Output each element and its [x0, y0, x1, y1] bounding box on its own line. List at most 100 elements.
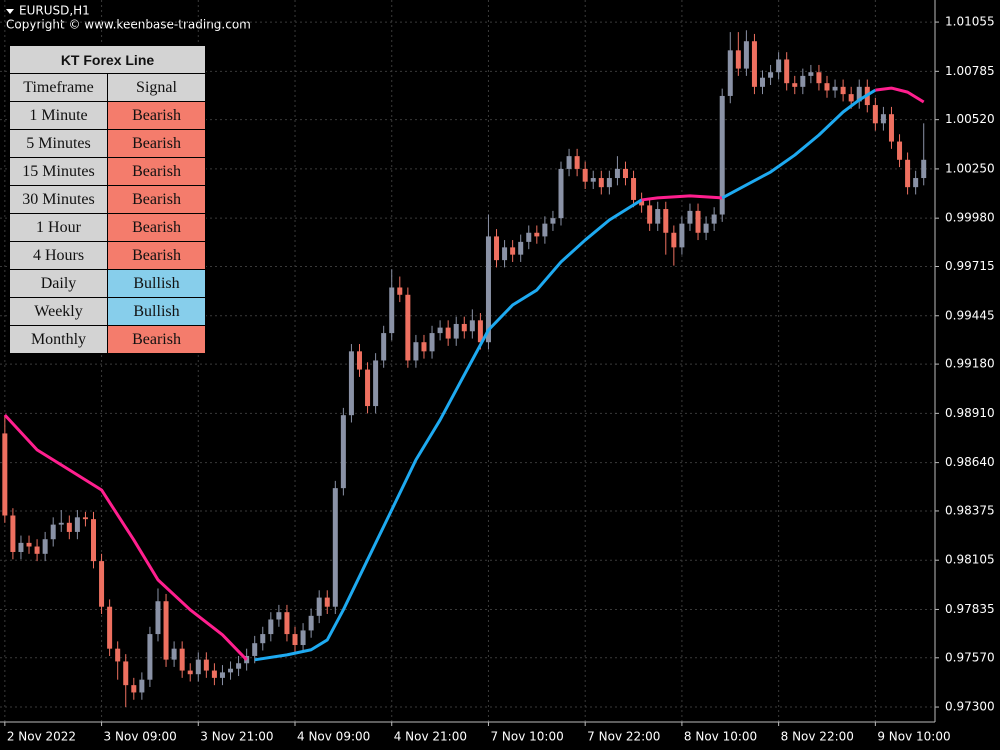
candle-body	[792, 83, 798, 87]
candle-body	[99, 561, 105, 607]
timeframe-cell: 30 Minutes	[9, 185, 108, 214]
y-tick-label: 1.00785	[945, 64, 995, 78]
candle-body	[171, 648, 177, 660]
y-tick-label: 0.98640	[945, 455, 995, 469]
x-tick-label: 8 Nov 10:00	[684, 730, 757, 744]
candle-body	[485, 236, 491, 343]
x-tick-label: 9 Nov 10:00	[877, 730, 950, 744]
candle-body	[413, 342, 419, 361]
candle-body	[147, 634, 153, 680]
candle-body	[228, 668, 234, 673]
timeframe-cell: 15 Minutes	[9, 157, 108, 186]
y-tick-label: 0.98105	[945, 553, 995, 567]
x-tick-label: 2 Nov 2022	[7, 730, 76, 744]
x-tick-label: 3 Nov 09:00	[104, 730, 177, 744]
signal-cell: Bearish	[107, 157, 206, 186]
candle-body	[260, 634, 266, 644]
candle-body	[558, 168, 564, 219]
candle-body	[42, 539, 48, 554]
candle-body	[687, 210, 693, 224]
candle-body	[219, 672, 225, 678]
candle-body	[123, 661, 129, 686]
candle-body	[905, 159, 911, 188]
trend-line	[641, 194, 723, 202]
candle-body	[679, 223, 685, 248]
candle-body	[743, 41, 749, 69]
candle-body	[276, 612, 282, 620]
candle-body	[824, 83, 830, 91]
candle-body	[606, 178, 612, 188]
timeframe-cell: Daily	[9, 269, 108, 298]
table-header: Signal	[107, 73, 206, 102]
candle-body	[768, 72, 774, 78]
candle-body	[82, 517, 88, 520]
y-tick-label: 0.99980	[945, 211, 995, 225]
candle-body	[107, 606, 113, 649]
symbol-label: EURUSD,H1	[19, 4, 90, 18]
candle-body	[639, 199, 645, 206]
candle-body	[574, 156, 580, 169]
candle-body	[727, 50, 733, 96]
candle-body	[2, 433, 8, 516]
candle-body	[671, 232, 677, 248]
candle-body	[526, 232, 532, 242]
candle-body	[590, 178, 596, 182]
candle-body	[477, 320, 483, 343]
candle-body	[751, 41, 757, 87]
candle-body	[50, 524, 56, 540]
candle-body	[760, 77, 766, 87]
x-tick-label: 3 Nov 21:00	[200, 730, 273, 744]
candle-body	[252, 643, 258, 656]
candle-body	[461, 323, 467, 332]
timeframe-cell: Monthly	[9, 325, 108, 354]
candle-body	[510, 247, 516, 255]
candle-body	[808, 72, 814, 76]
candle-body	[897, 141, 903, 160]
candle-body	[10, 515, 16, 552]
y-tick-label: 0.99445	[945, 308, 995, 322]
candle-body	[421, 342, 427, 352]
signal-cell: Bearish	[107, 129, 206, 158]
candle-body	[800, 75, 806, 87]
candle-body	[921, 159, 927, 179]
candle-body	[453, 323, 459, 339]
candle-body	[816, 72, 822, 84]
menu-triangle[interactable]	[6, 9, 14, 14]
timeframe-cell: 4 Hours	[9, 241, 108, 270]
candle-body	[913, 178, 919, 188]
signal-cell: Bearish	[107, 213, 206, 242]
candle-body	[308, 615, 314, 631]
candle-body	[494, 236, 500, 261]
timeframe-cell: 1 Hour	[9, 213, 108, 242]
timeframe-cell: Weekly	[9, 297, 108, 326]
candle-body	[631, 178, 637, 200]
candle-body	[518, 241, 524, 255]
candle-body	[131, 685, 137, 693]
candle-body	[163, 601, 169, 660]
candle-body	[155, 601, 161, 635]
candle-body	[647, 205, 653, 224]
x-tick-label: 7 Nov 22:00	[587, 730, 660, 744]
candle-body	[840, 86, 846, 95]
candle-body	[316, 597, 322, 616]
candle-body	[832, 86, 838, 91]
candle-body	[397, 287, 403, 295]
trend-line	[254, 198, 643, 662]
signal-cell: Bearish	[107, 241, 206, 270]
candle-body	[695, 210, 701, 233]
x-tick-label: 4 Nov 21:00	[394, 730, 467, 744]
candle-body	[292, 634, 298, 646]
candle-body	[856, 86, 862, 102]
candle-body	[139, 679, 145, 693]
candle-body	[236, 663, 242, 669]
candle-body	[614, 168, 620, 179]
candle-body	[622, 168, 628, 179]
candle-body	[381, 333, 387, 361]
candle-body	[663, 209, 669, 233]
candle-body	[179, 648, 185, 671]
candle-body	[437, 327, 443, 334]
candle-body	[115, 648, 121, 662]
candle-body	[719, 95, 725, 215]
candle-body	[582, 168, 588, 182]
candle-body	[534, 232, 540, 237]
